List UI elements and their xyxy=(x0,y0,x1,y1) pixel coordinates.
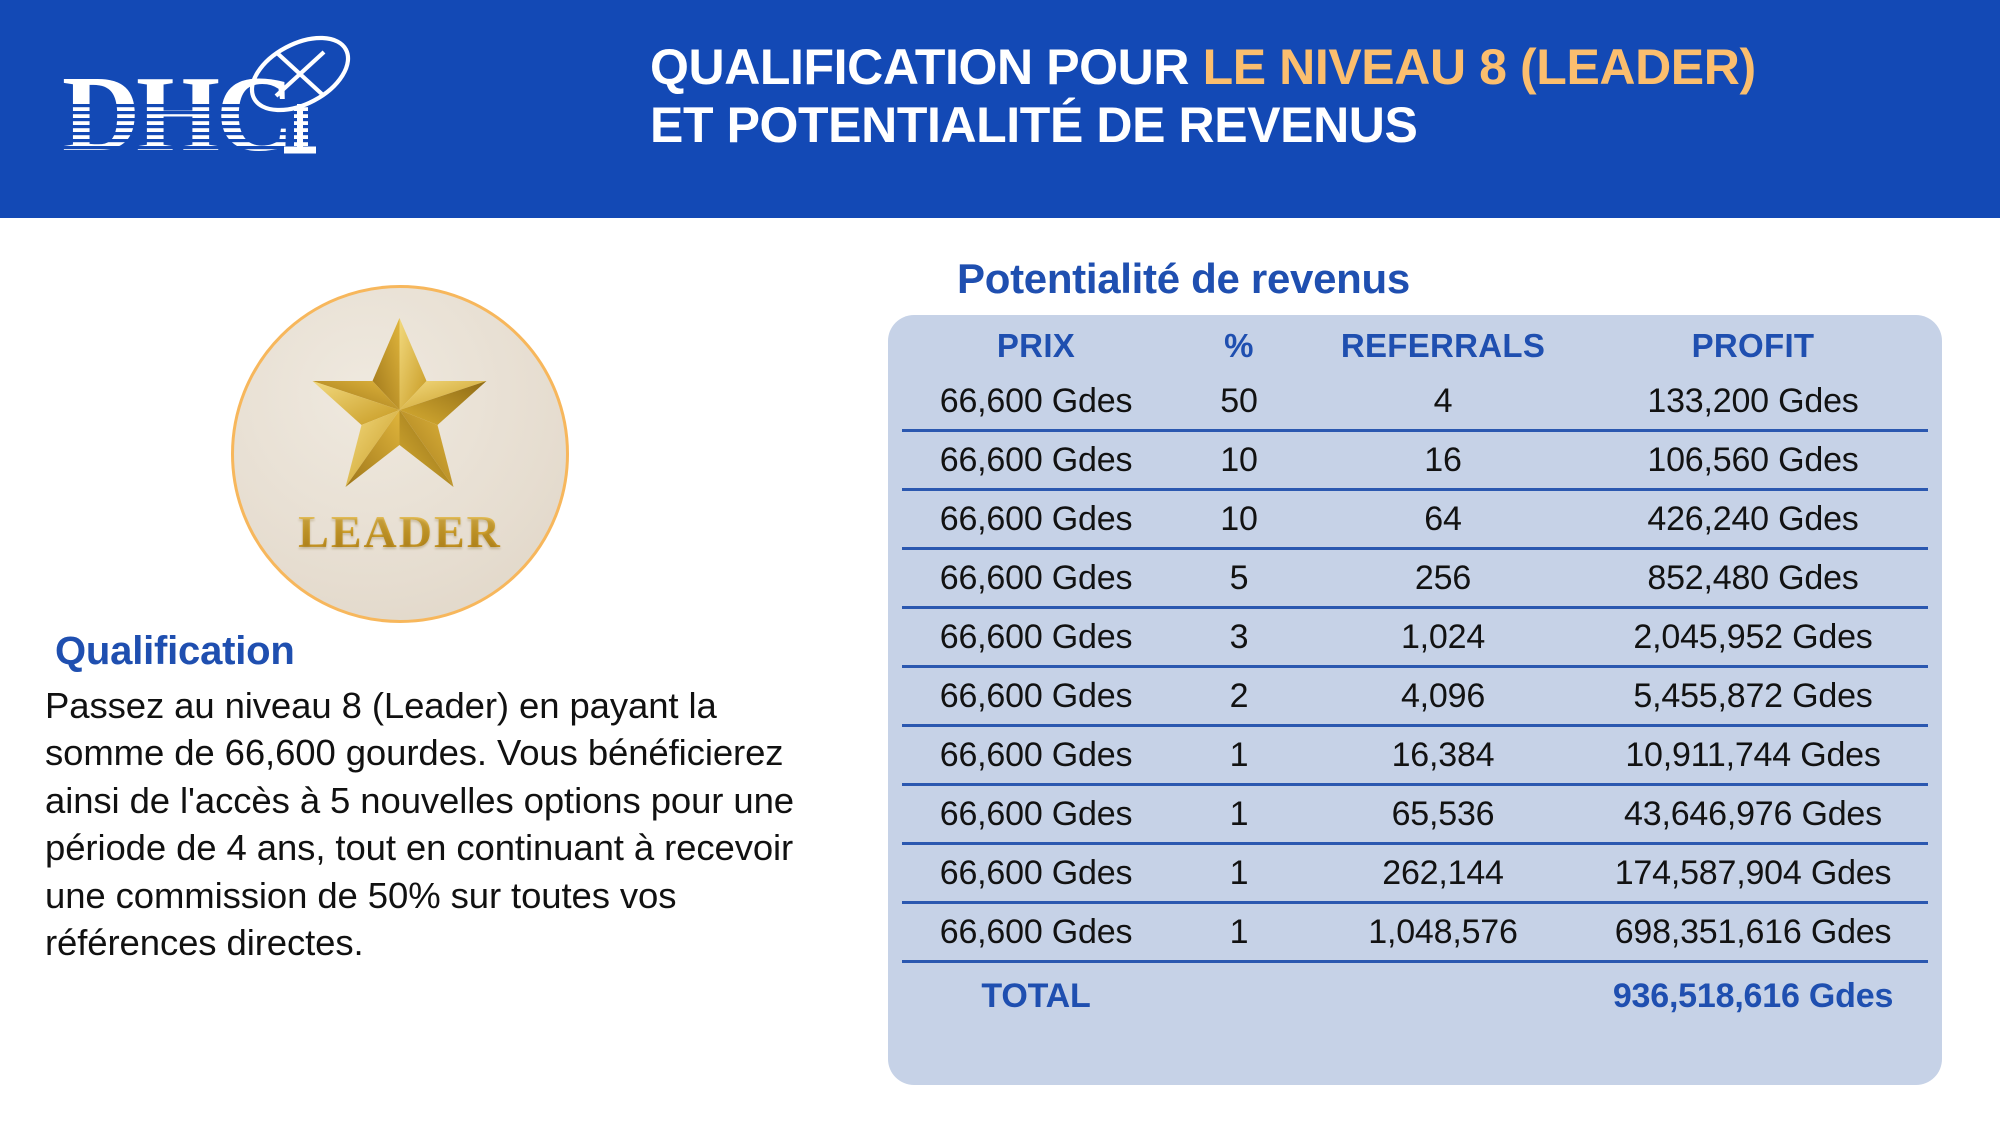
cell-referrals: 4,096 xyxy=(1400,676,1486,715)
cell-percent: 2 xyxy=(1229,676,1249,715)
cell-profit: 698,351,616 Gdes xyxy=(1614,912,1892,951)
table-total-row: TOTAL 936,518,616 Gdes xyxy=(902,963,1928,1029)
leader-badge: LEADER xyxy=(231,285,569,623)
cell-referrals: 16 xyxy=(1424,440,1462,479)
header-band: DHC QUALIFICATION POUR LE NIVEAU 8 (LEAD… xyxy=(0,0,2000,218)
cell-profit: 426,240 Gdes xyxy=(1647,499,1859,538)
table-row: 66,600 Gdes 3 1,024 2,045,952 Gdes xyxy=(902,609,1928,668)
cell-prix: 66,600 Gdes xyxy=(939,853,1133,892)
cell-percent: 10 xyxy=(1220,499,1258,538)
table-row: 66,600 Gdes 10 64 426,240 Gdes xyxy=(902,491,1928,550)
cell-prix: 66,600 Gdes xyxy=(939,440,1133,479)
cell-prix: 66,600 Gdes xyxy=(939,617,1133,656)
cell-referrals: 4 xyxy=(1433,381,1453,420)
title-main: QUALIFICATION POUR xyxy=(650,39,1203,95)
cell-profit: 106,560 Gdes xyxy=(1647,440,1859,479)
cell-percent: 1 xyxy=(1229,794,1249,833)
table-header-row: PRIX % REFERRALS PROFIT xyxy=(902,315,1928,373)
total-label: TOTAL xyxy=(981,976,1091,1015)
cell-referrals: 256 xyxy=(1414,558,1472,597)
cell-prix: 66,600 Gdes xyxy=(939,558,1133,597)
cell-profit: 2,045,952 Gdes xyxy=(1633,617,1873,656)
cell-percent: 10 xyxy=(1220,440,1258,479)
cell-prix: 66,600 Gdes xyxy=(939,676,1133,715)
revenue-table-title: Potentialité de revenus xyxy=(957,255,1410,302)
logo-wordmark: DHC xyxy=(62,55,294,158)
column-header-profit: PROFIT xyxy=(1691,327,1815,364)
cell-profit: 174,587,904 Gdes xyxy=(1614,853,1892,892)
table-row: 66,600 Gdes 50 4 133,200 Gdes xyxy=(902,373,1928,432)
title-line2: ET POTENTIALITÉ DE REVENUS xyxy=(650,97,1418,153)
cell-prix: 66,600 Gdes xyxy=(939,794,1133,833)
cell-profit: 852,480 Gdes xyxy=(1647,558,1859,597)
revenue-table-panel: PRIX % REFERRALS PROFIT 66,600 Gdes 50 4 13… xyxy=(888,315,1942,1085)
cell-percent: 3 xyxy=(1229,617,1249,656)
cell-percent: 50 xyxy=(1220,381,1258,420)
table-row: 66,600 Gdes 1 262,144 174,587,904 Gdes xyxy=(902,845,1928,904)
badge-label: LEADER xyxy=(234,505,566,558)
table-row: 66,600 Gdes 5 256 852,480 Gdes xyxy=(902,550,1928,609)
qualification-body: Passez au niveau 8 (Leader) en payant la… xyxy=(45,685,794,964)
cell-percent: 1 xyxy=(1229,912,1249,951)
cell-profit: 133,200 Gdes xyxy=(1647,381,1859,420)
column-header-prix: PRIX xyxy=(996,327,1076,364)
table-row: 66,600 Gdes 1 65,536 43,646,976 Gdes xyxy=(902,786,1928,845)
cell-referrals: 16,384 xyxy=(1391,735,1495,774)
cell-referrals: 64 xyxy=(1424,499,1462,538)
cell-prix: 66,600 Gdes xyxy=(939,499,1133,538)
cell-profit: 10,911,744 Gdes xyxy=(1625,735,1881,774)
cell-percent: 1 xyxy=(1229,853,1249,892)
title-accent: LE NIVEAU 8 (LEADER) xyxy=(1202,39,1757,95)
revenue-table: PRIX % REFERRALS PROFIT 66,600 Gdes 50 4 13… xyxy=(902,315,1928,1029)
cell-prix: 66,600 Gdes xyxy=(939,381,1133,420)
cell-referrals: 65,536 xyxy=(1391,794,1495,833)
column-header-percent: % xyxy=(1224,327,1254,364)
cell-referrals: 1,048,576 xyxy=(1368,912,1518,951)
brand-logo: DHC xyxy=(62,28,382,158)
qualification-heading: Qualification xyxy=(55,629,295,673)
cell-referrals: 262,144 xyxy=(1382,853,1504,892)
table-row: 66,600 Gdes 1 16,384 10,911,744 Gdes xyxy=(902,727,1928,786)
cell-prix: 66,600 Gdes xyxy=(939,912,1133,951)
column-header-referrals: REFERRALS xyxy=(1340,327,1546,364)
cell-profit: 5,455,872 Gdes xyxy=(1633,676,1873,715)
cell-percent: 1 xyxy=(1229,735,1249,774)
cell-percent: 5 xyxy=(1229,558,1249,597)
total-value: 936,518,616 Gdes xyxy=(1612,976,1894,1015)
gold-star-icon xyxy=(312,318,487,487)
cell-referrals: 1,024 xyxy=(1400,617,1486,656)
table-row: 66,600 Gdes 1 1,048,576 698,351,616 Gdes xyxy=(902,904,1928,963)
table-row: 66,600 Gdes 2 4,096 5,455,872 Gdes xyxy=(902,668,1928,727)
page-title: QUALIFICATION POUR LE NIVEAU 8 (LEADER) … xyxy=(650,38,1980,154)
table-row: 66,600 Gdes 10 16 106,560 Gdes xyxy=(902,432,1928,491)
cell-profit: 43,646,976 Gdes xyxy=(1624,794,1882,833)
cell-prix: 66,600 Gdes xyxy=(939,735,1133,774)
svg-text:DHC: DHC xyxy=(62,55,290,158)
